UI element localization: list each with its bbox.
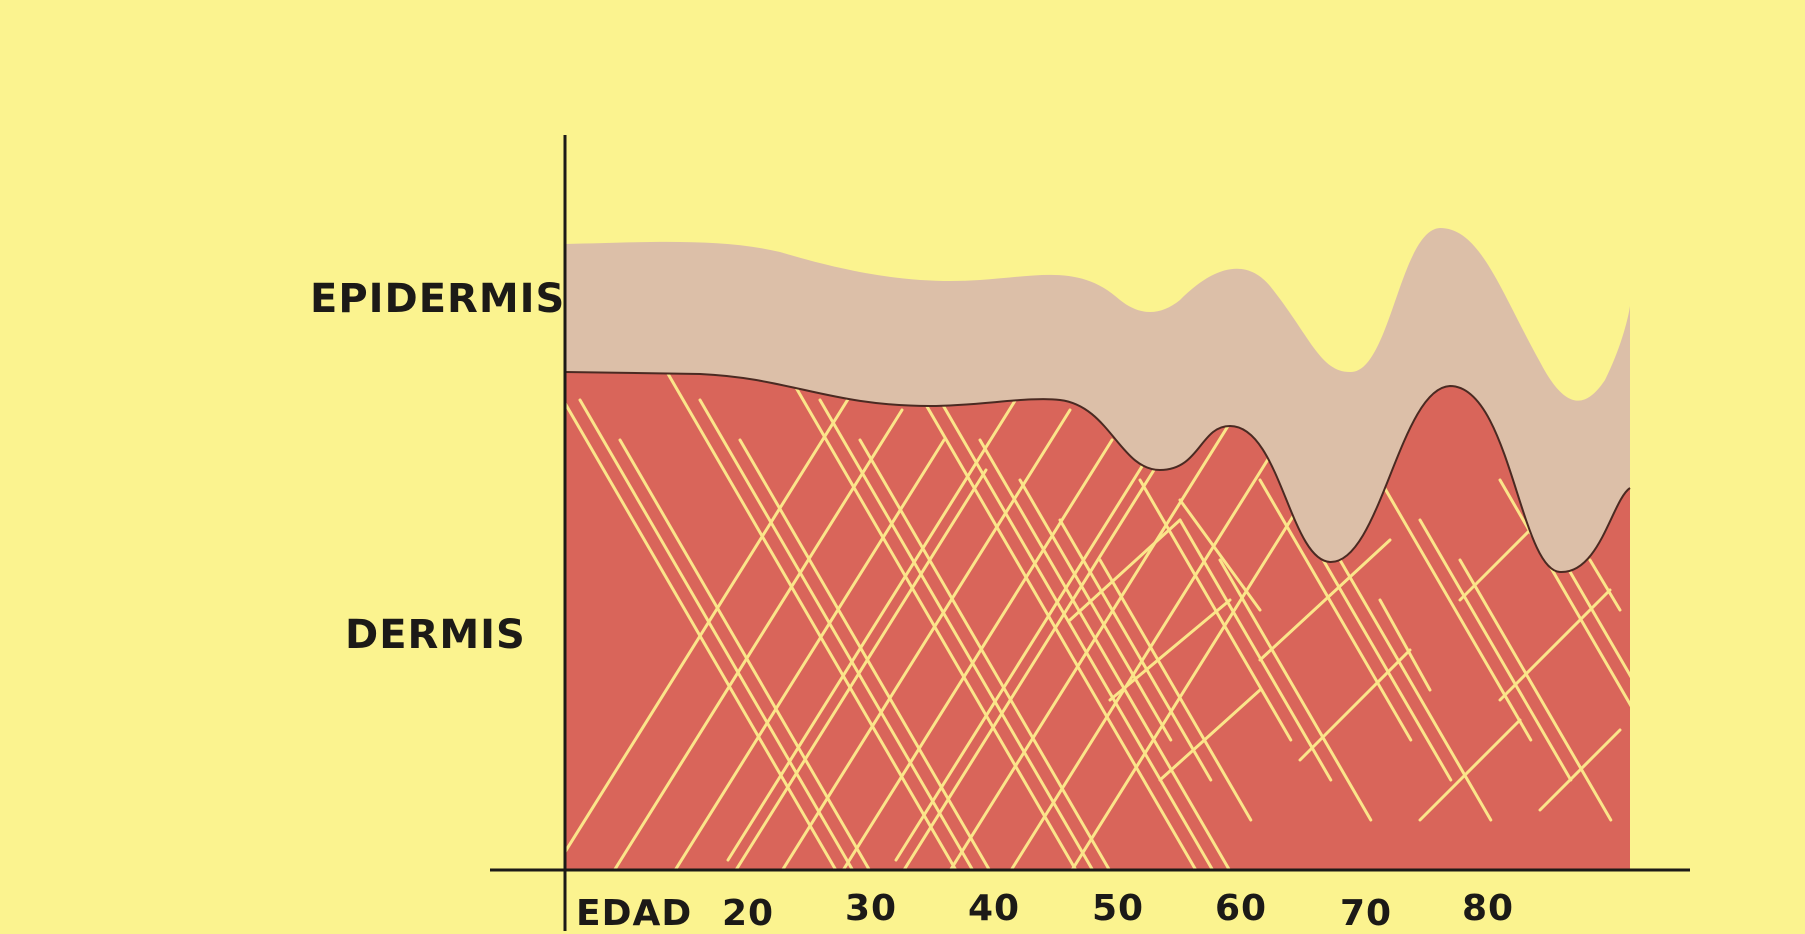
collagen-fiber <box>978 438 1284 870</box>
collagen-fiber <box>698 398 1004 870</box>
x-axis-title: EDAD <box>576 893 693 934</box>
collagen-fiber <box>936 408 1240 870</box>
collagen-fiber <box>726 378 1030 862</box>
collagen-fiber <box>1178 498 1262 612</box>
collagen-fiber <box>1058 518 1213 782</box>
collagen-fiber <box>768 408 1072 870</box>
collagen-fiber <box>1218 558 1373 822</box>
epidermis-layer <box>565 228 1630 573</box>
collagen-fiber <box>1258 538 1392 662</box>
dermis-boundary-line <box>564 371 1631 574</box>
x-tick-label: 60 <box>1215 888 1268 929</box>
collagen-fiber <box>565 378 862 862</box>
collagen-fiber <box>1298 648 1412 762</box>
dermis-fibers <box>565 372 1630 870</box>
collagen-fiber <box>1588 558 1622 612</box>
collagen-fiber <box>565 372 844 870</box>
collagen-fiber <box>578 398 884 870</box>
collagen-fiber <box>1298 518 1453 782</box>
collagen-fiber <box>1538 728 1622 812</box>
collagen-fiber <box>778 372 1084 870</box>
collagen-fiber <box>1178 518 1333 782</box>
collagen-fiber <box>684 468 988 870</box>
collagen-fiber <box>1258 478 1413 742</box>
collagen-fiber <box>1418 518 1573 782</box>
collagen-fiber <box>1498 478 1630 742</box>
collagen-fiber <box>600 408 904 870</box>
x-tick-label: 40 <box>968 888 1021 929</box>
collagen-fiber <box>1020 468 1324 870</box>
collagen-fiber <box>1068 518 1182 622</box>
x-tick-label: 30 <box>845 888 898 929</box>
collagen-fiber <box>658 372 964 870</box>
collagen-fiber <box>1418 718 1522 822</box>
x-tick-label: 50 <box>1092 888 1145 929</box>
collagen-fiber <box>978 438 1282 870</box>
collagen-fiber <box>1158 688 1262 782</box>
collagen-fiber <box>818 398 1124 870</box>
collagen-fiber <box>810 438 1114 870</box>
collagen-fiber <box>1378 478 1533 742</box>
collagen-fiber <box>1498 588 1612 702</box>
x-tick-label: 70 <box>1340 893 1393 934</box>
collagen-fiber <box>1378 598 1432 692</box>
x-tick-label: 20 <box>722 893 775 934</box>
collagen-fiber <box>618 438 924 870</box>
collagen-fiber <box>738 438 1044 870</box>
dermis-layer <box>565 372 1630 870</box>
collagen-fiber <box>1338 558 1493 822</box>
collagen-fiber <box>898 372 1204 870</box>
epidermis-label: EPIDERMIS <box>310 276 566 322</box>
dermis-label: DERMIS <box>345 612 526 658</box>
collagen-fiber <box>938 398 1244 870</box>
collagen-fiber <box>1018 478 1173 742</box>
collagen-fiber <box>1098 558 1253 822</box>
x-tick-label: 80 <box>1462 888 1515 929</box>
collagen-fiber <box>1138 478 1293 742</box>
collagen-fiber <box>1108 598 1232 702</box>
collagen-fiber <box>642 438 946 870</box>
collagen-fiber <box>1458 558 1613 822</box>
collagen-fiber <box>852 468 1156 870</box>
